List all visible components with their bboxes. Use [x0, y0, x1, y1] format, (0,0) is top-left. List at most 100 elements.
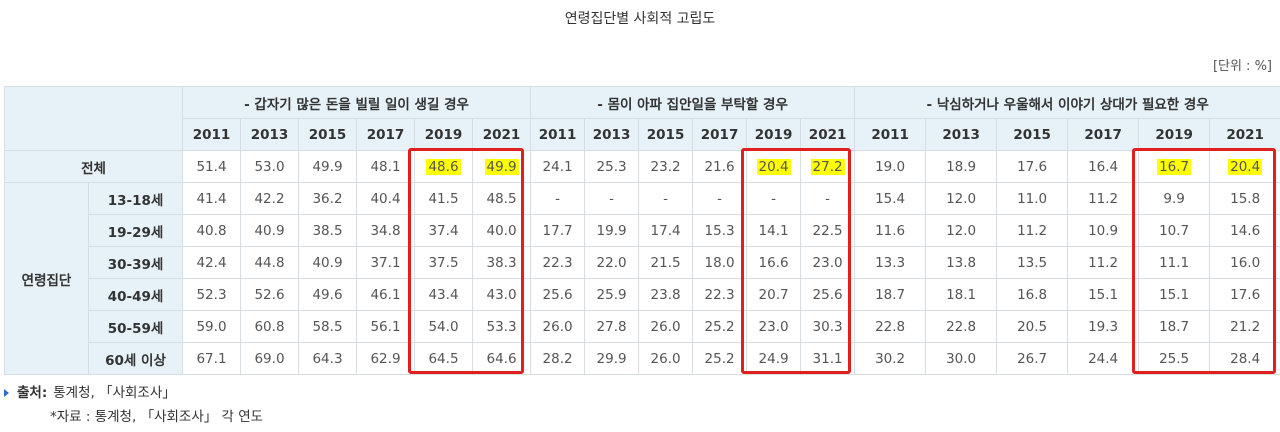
table-cell: 16.0: [1209, 246, 1280, 279]
year-header: 2019: [414, 118, 473, 151]
table-cell: 23.8: [638, 278, 694, 311]
table-cell: 69.0: [240, 342, 299, 375]
table-cell: 60.8: [240, 310, 299, 343]
table-cell: 23.0: [800, 246, 856, 279]
table-cell: 22.3: [692, 278, 748, 311]
row-label: 60세 이상: [88, 342, 183, 375]
table-cell: 26.0: [530, 310, 586, 343]
table-cell: -: [800, 182, 856, 215]
table-cell: 30.3: [800, 310, 856, 343]
table-cell: 22.5: [800, 214, 856, 247]
table-cell: 10.9: [1067, 214, 1140, 247]
table-cell: 53.0: [240, 150, 299, 183]
table-cell: 42.4: [182, 246, 241, 279]
year-header: 2021: [1209, 118, 1280, 151]
row-label: 19-29세: [88, 214, 183, 247]
year-header: 2013: [584, 118, 640, 151]
table-cell: 22.3: [530, 246, 586, 279]
table-cell: 38.3: [471, 246, 532, 279]
table-row: 19-29세 40.8 40.9 38.5 34.8 37.4 40.0 17.7 19.9 17…: [5, 214, 1280, 247]
table-cell: 56.1: [356, 310, 415, 343]
table-row: 60세 이상 67.1 69.0 64.3 62.9 64.5 64.6 28.2 29.9 26…: [5, 342, 1280, 375]
table-cell: 15.3: [692, 214, 748, 247]
table-cell: 20.4: [746, 150, 802, 183]
table-cell: 19.9: [584, 214, 640, 247]
group-header-conversation: - 낙심하거나 우울해서 이야기 상대가 필요한 경우: [854, 86, 1280, 119]
table-cell: 25.2: [692, 310, 748, 343]
table-cell: 18.1: [925, 278, 998, 311]
footnotes: 출처: 통계청, 「사회조사」 *자료 : 통계청, 「사회조사」 각 연도: [4, 381, 263, 429]
table-cell: 21.6: [692, 150, 748, 183]
table-cell: 11.2: [1067, 246, 1140, 279]
table-cell: 21.2: [1209, 310, 1280, 343]
table-cell: 11.0: [996, 182, 1069, 215]
group-header-money: - 갑자기 많은 돈을 빌릴 일이 생길 경우: [181, 86, 532, 119]
table-cell: 17.6: [1209, 278, 1280, 311]
table-cell: 21.5: [638, 246, 694, 279]
table-cell: 22.8: [854, 310, 927, 343]
source-label: 출처:: [17, 385, 48, 401]
table-cell: 46.1: [356, 278, 415, 311]
year-header: 2015: [996, 118, 1069, 151]
year-header: 2011: [182, 118, 241, 151]
table-cell: 59.0: [182, 310, 241, 343]
table-cell: 14.6: [1209, 214, 1280, 247]
table-cell: 37.1: [356, 246, 415, 279]
row-label: 13-18세: [88, 182, 183, 215]
table-cell: 41.4: [182, 182, 241, 215]
table-cell: 25.2: [692, 342, 748, 375]
table-cell: 42.2: [240, 182, 299, 215]
table-cell: 30.0: [925, 342, 998, 375]
table-cell: 28.4: [1209, 342, 1280, 375]
table-row: 50-59세 59.0 60.8 58.5 56.1 54.0 53.3 26.0 27.8 26…: [5, 310, 1280, 343]
table-cell: 12.0: [925, 214, 998, 247]
table-cell: 36.2: [298, 182, 357, 215]
table-cell: 22.0: [584, 246, 640, 279]
table-cell: 34.8: [356, 214, 415, 247]
table-cell: -: [746, 182, 802, 215]
table-cell: 16.4: [1067, 150, 1140, 183]
highlighted-value: 16.7: [1157, 158, 1192, 175]
table-cell: 31.1: [800, 342, 856, 375]
row-label: 40-49세: [88, 278, 183, 311]
table-cell: -: [530, 182, 586, 215]
table-cell: 11.2: [996, 214, 1069, 247]
table-cell: 23.2: [638, 150, 694, 183]
table-cell: -: [584, 182, 640, 215]
year-header: 2015: [298, 118, 357, 151]
table-cell: 13.3: [854, 246, 927, 279]
year-header: 2011: [854, 118, 927, 151]
table-cell: 37.4: [414, 214, 473, 247]
table-cell: 25.9: [584, 278, 640, 311]
data-source-text: *자료 : 통계청, 「사회조사」 각 연도: [50, 409, 264, 425]
table-cell: -: [638, 182, 694, 215]
table-cell: 40.8: [182, 214, 241, 247]
table-cell: 17.6: [996, 150, 1069, 183]
year-header: 2015: [638, 118, 694, 151]
table-cell: 13.8: [925, 246, 998, 279]
table-cell: 13.5: [996, 246, 1069, 279]
table-cell: 18.7: [854, 278, 927, 311]
table-cell: 24.9: [746, 342, 802, 375]
table-cell: 17.7: [530, 214, 586, 247]
table-cell: 29.9: [584, 342, 640, 375]
group-header-housework: - 몸이 아파 집안일을 부탁할 경우: [530, 86, 856, 119]
table-cell: 54.0: [414, 310, 473, 343]
table-cell: 40.4: [356, 182, 415, 215]
table-cell: 24.4: [1067, 342, 1140, 375]
table-cell: 15.8: [1209, 182, 1280, 215]
table-cell: 58.5: [298, 310, 357, 343]
table-cell: 27.8: [584, 310, 640, 343]
table-cell: 26.0: [638, 342, 694, 375]
table-cell: 16.6: [746, 246, 802, 279]
table-cell: -: [692, 182, 748, 215]
table-cell: 16.7: [1138, 150, 1211, 183]
category-label: 연령집단: [4, 182, 89, 375]
table-cell: 49.9: [298, 150, 357, 183]
table-cell: 20.4: [1209, 150, 1280, 183]
table-cell: 30.2: [854, 342, 927, 375]
table-cell: 11.2: [1067, 182, 1140, 215]
page-title: 연령집단별 사회적 고립도: [564, 11, 716, 27]
table-cell: 40.9: [240, 214, 299, 247]
table-cell: 18.9: [925, 150, 998, 183]
